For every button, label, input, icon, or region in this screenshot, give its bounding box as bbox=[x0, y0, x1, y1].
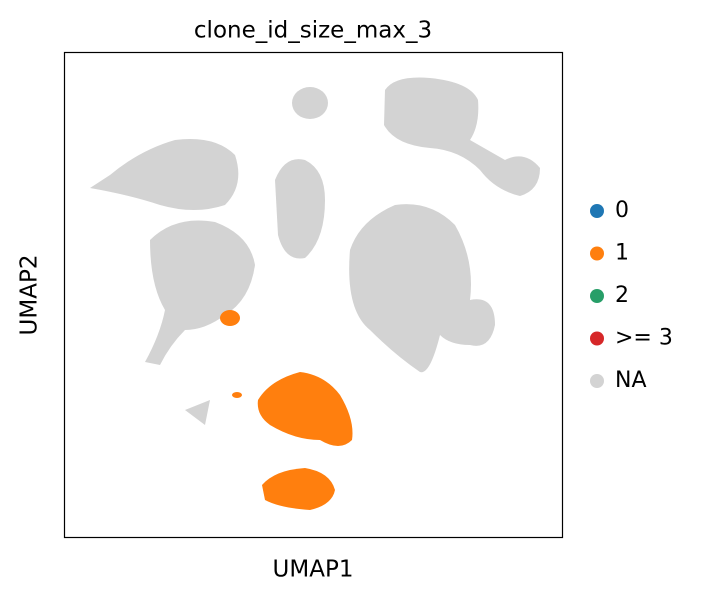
y-axis-label: UMAP2 bbox=[17, 255, 43, 336]
cluster bbox=[185, 400, 210, 425]
legend-label: 2 bbox=[615, 283, 629, 308]
chart-title: clone_id_size_max_3 bbox=[194, 18, 432, 44]
legend-marker bbox=[590, 289, 604, 303]
legend: 0 1 2 >= 3 NA bbox=[590, 198, 673, 393]
legend-label: 0 bbox=[615, 198, 629, 223]
na-cells bbox=[90, 77, 540, 425]
cluster bbox=[232, 392, 242, 398]
cluster bbox=[349, 204, 495, 373]
legend-marker bbox=[590, 246, 604, 261]
legend-label: >= 3 bbox=[615, 326, 673, 351]
x-axis-label: UMAP1 bbox=[273, 557, 354, 583]
cluster bbox=[257, 372, 353, 446]
point-clouds bbox=[90, 77, 540, 510]
clone-cells bbox=[220, 310, 353, 510]
cluster bbox=[275, 159, 325, 259]
legend-marker bbox=[590, 331, 604, 346]
legend-marker bbox=[590, 204, 604, 218]
cluster bbox=[90, 139, 239, 210]
legend-label: 1 bbox=[615, 241, 629, 266]
legend-label: NA bbox=[615, 368, 647, 393]
cluster bbox=[292, 87, 328, 119]
cluster bbox=[145, 220, 255, 365]
cluster bbox=[262, 468, 335, 510]
cluster bbox=[220, 310, 240, 326]
legend-marker bbox=[590, 374, 604, 388]
plot-frame bbox=[63, 51, 564, 539]
cluster bbox=[384, 77, 540, 196]
